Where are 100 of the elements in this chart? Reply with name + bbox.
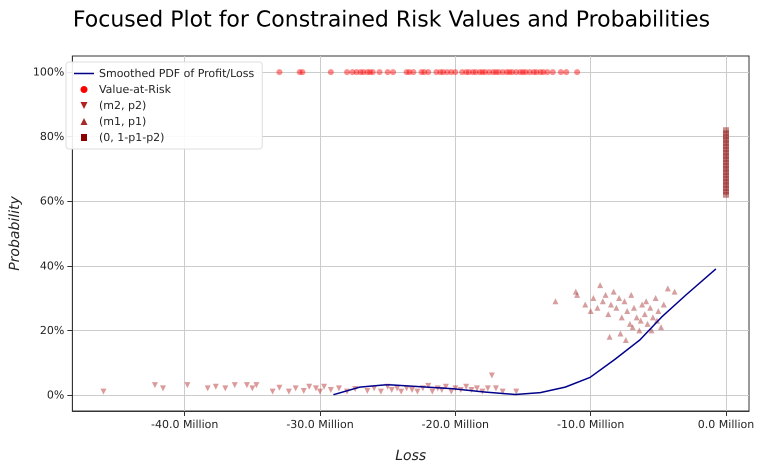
point: [639, 302, 646, 308]
point: [414, 388, 420, 395]
point: [244, 382, 250, 388]
point: [552, 298, 558, 304]
point: [328, 69, 334, 76]
point: [652, 295, 659, 302]
point: [398, 388, 404, 395]
point: [100, 388, 106, 395]
point: [590, 295, 596, 302]
y-axis-title: Probability: [7, 196, 23, 271]
point: [336, 385, 342, 392]
point: [204, 385, 211, 392]
y-tick-label: 0%: [46, 388, 64, 402]
point: [292, 385, 299, 392]
point: [594, 304, 600, 311]
point: [642, 311, 648, 318]
point: [276, 384, 282, 391]
point: [270, 388, 276, 395]
point: [563, 69, 570, 76]
point: [605, 311, 612, 318]
point: [286, 388, 292, 395]
point: [630, 324, 636, 330]
point: [624, 308, 630, 314]
point: [647, 304, 654, 311]
point: [664, 285, 671, 292]
point: [184, 382, 190, 388]
point: [276, 69, 282, 76]
point: [660, 302, 667, 308]
point: [300, 388, 307, 394]
point: [558, 69, 564, 76]
point: [364, 388, 370, 394]
point: [484, 385, 491, 392]
point: [597, 282, 604, 288]
legend-label: (0, 1-p1-p2): [99, 131, 164, 144]
point: [636, 327, 642, 334]
point: [378, 388, 384, 395]
x-tick-label: -10.0 Million: [556, 418, 624, 431]
point: [376, 69, 383, 76]
point: [500, 388, 506, 395]
point: [574, 292, 580, 298]
legend-label: Value-at-Risk: [99, 83, 172, 96]
legend-label: Smoothed PDF of Profit/Loss: [99, 67, 255, 80]
point: [622, 337, 629, 343]
point: [299, 69, 306, 76]
point: [618, 314, 625, 320]
point: [328, 387, 334, 394]
point: [613, 304, 620, 311]
x-tick-label: 0.0 Million: [698, 418, 754, 431]
point: [212, 384, 219, 390]
point: [722, 127, 729, 134]
y-tick-label: 60%: [40, 194, 64, 208]
point: [317, 388, 324, 395]
point: [602, 292, 609, 298]
point: [588, 308, 594, 314]
point: [321, 384, 328, 390]
point: [344, 69, 350, 76]
x-tick-label: -40.0 Million: [150, 418, 218, 431]
y-tick-label: 80%: [40, 130, 64, 144]
y-tick-label: 100%: [32, 66, 64, 79]
point: [582, 302, 588, 308]
point: [638, 318, 644, 324]
point: [429, 388, 436, 395]
point: [606, 334, 613, 340]
point: [626, 320, 633, 327]
y-tick-label: 20%: [40, 324, 64, 337]
point: [249, 385, 256, 392]
point: [388, 387, 395, 394]
point: [370, 69, 376, 76]
point: [452, 69, 458, 76]
x-tick-label: -20.0 Million: [422, 418, 490, 431]
y-tick-label: 40%: [40, 259, 64, 272]
point: [650, 314, 656, 320]
line-series: [333, 268, 716, 396]
point: [232, 382, 238, 388]
point: [384, 69, 391, 76]
legend-label: (m2, p2): [99, 99, 146, 112]
point: [488, 372, 495, 378]
point: [630, 304, 637, 311]
point: [409, 387, 416, 394]
point: [600, 298, 606, 304]
x-axis-title: Loss: [395, 448, 426, 464]
point: [222, 385, 228, 392]
chart-title: Focused Plot for Constrained Risk Values and Probabilities: [72, 8, 710, 32]
x-tick-label: -30.0 Million: [286, 418, 354, 431]
point: [658, 324, 664, 330]
point: [312, 385, 319, 392]
point: [617, 330, 624, 337]
point: [544, 69, 550, 76]
point: [253, 382, 260, 388]
point: [621, 298, 628, 304]
legend-label: (m1, p1): [99, 115, 146, 128]
point: [672, 288, 678, 295]
point: [492, 385, 499, 392]
point: [390, 69, 396, 76]
point: [608, 302, 614, 308]
point: [644, 320, 650, 327]
point: [610, 288, 617, 295]
point: [160, 385, 166, 392]
point: [643, 298, 650, 304]
point: [425, 69, 432, 76]
